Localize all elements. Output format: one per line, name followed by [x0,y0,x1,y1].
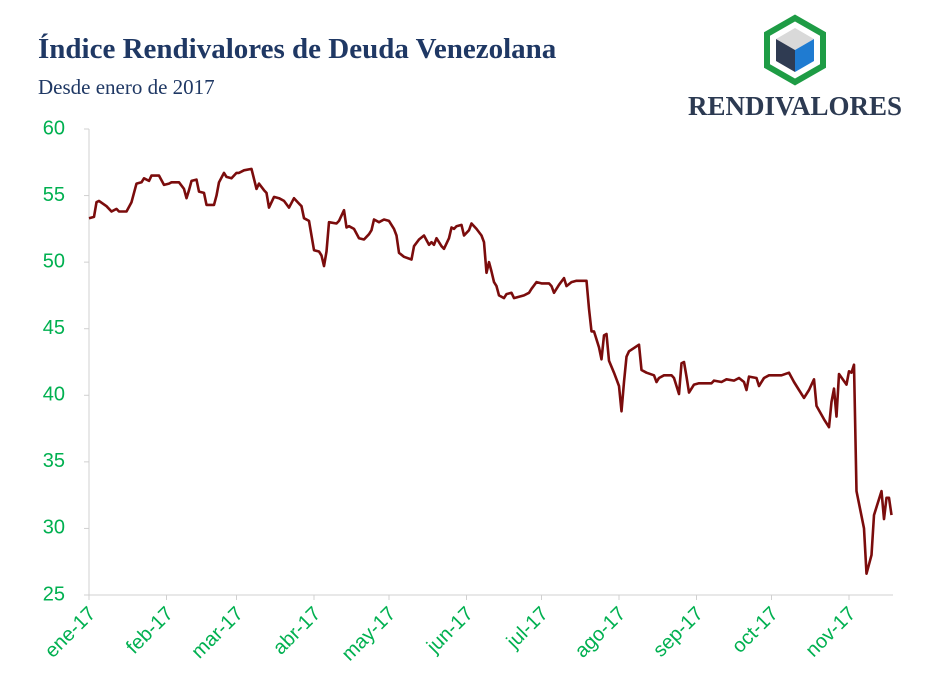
y-tick-label: 55 [43,184,65,206]
logo: RENDIVALORES [688,14,902,121]
y-tick-label: 35 [43,450,65,472]
y-tick-label: 45 [43,317,65,339]
chart-title: Índice Rendivalores de Deuda Venezolana [38,32,557,65]
x-tick-label: ago-17 [571,603,631,663]
y-tick-label: 30 [43,517,65,539]
y-tick-label: 40 [43,384,65,406]
logo-text: RENDIVALORES [688,91,902,121]
y-tick-label: 25 [43,583,65,605]
x-tick-label: abr-17 [269,603,325,659]
line [88,167,893,575]
x-tick-label: jun-17 [422,603,478,659]
x-tick-label: oct-17 [728,603,783,658]
x-tick-label: ene-17 [41,603,101,663]
x-tick-label: feb-17 [122,603,178,659]
x-tick-label: nov-17 [801,603,860,662]
y-tick-label: 50 [43,250,65,272]
chart-subtitle: Desde enero de 2017 [38,75,215,99]
x-tick-label: jul-17 [502,603,553,654]
logo-face [795,39,814,72]
x-tick-label: mar-17 [187,603,247,663]
x-tick-label: sep-17 [649,603,708,662]
x-tick-label: may-17 [338,603,401,666]
y-tick-label: 60 [43,117,65,139]
logo-face [776,39,795,72]
